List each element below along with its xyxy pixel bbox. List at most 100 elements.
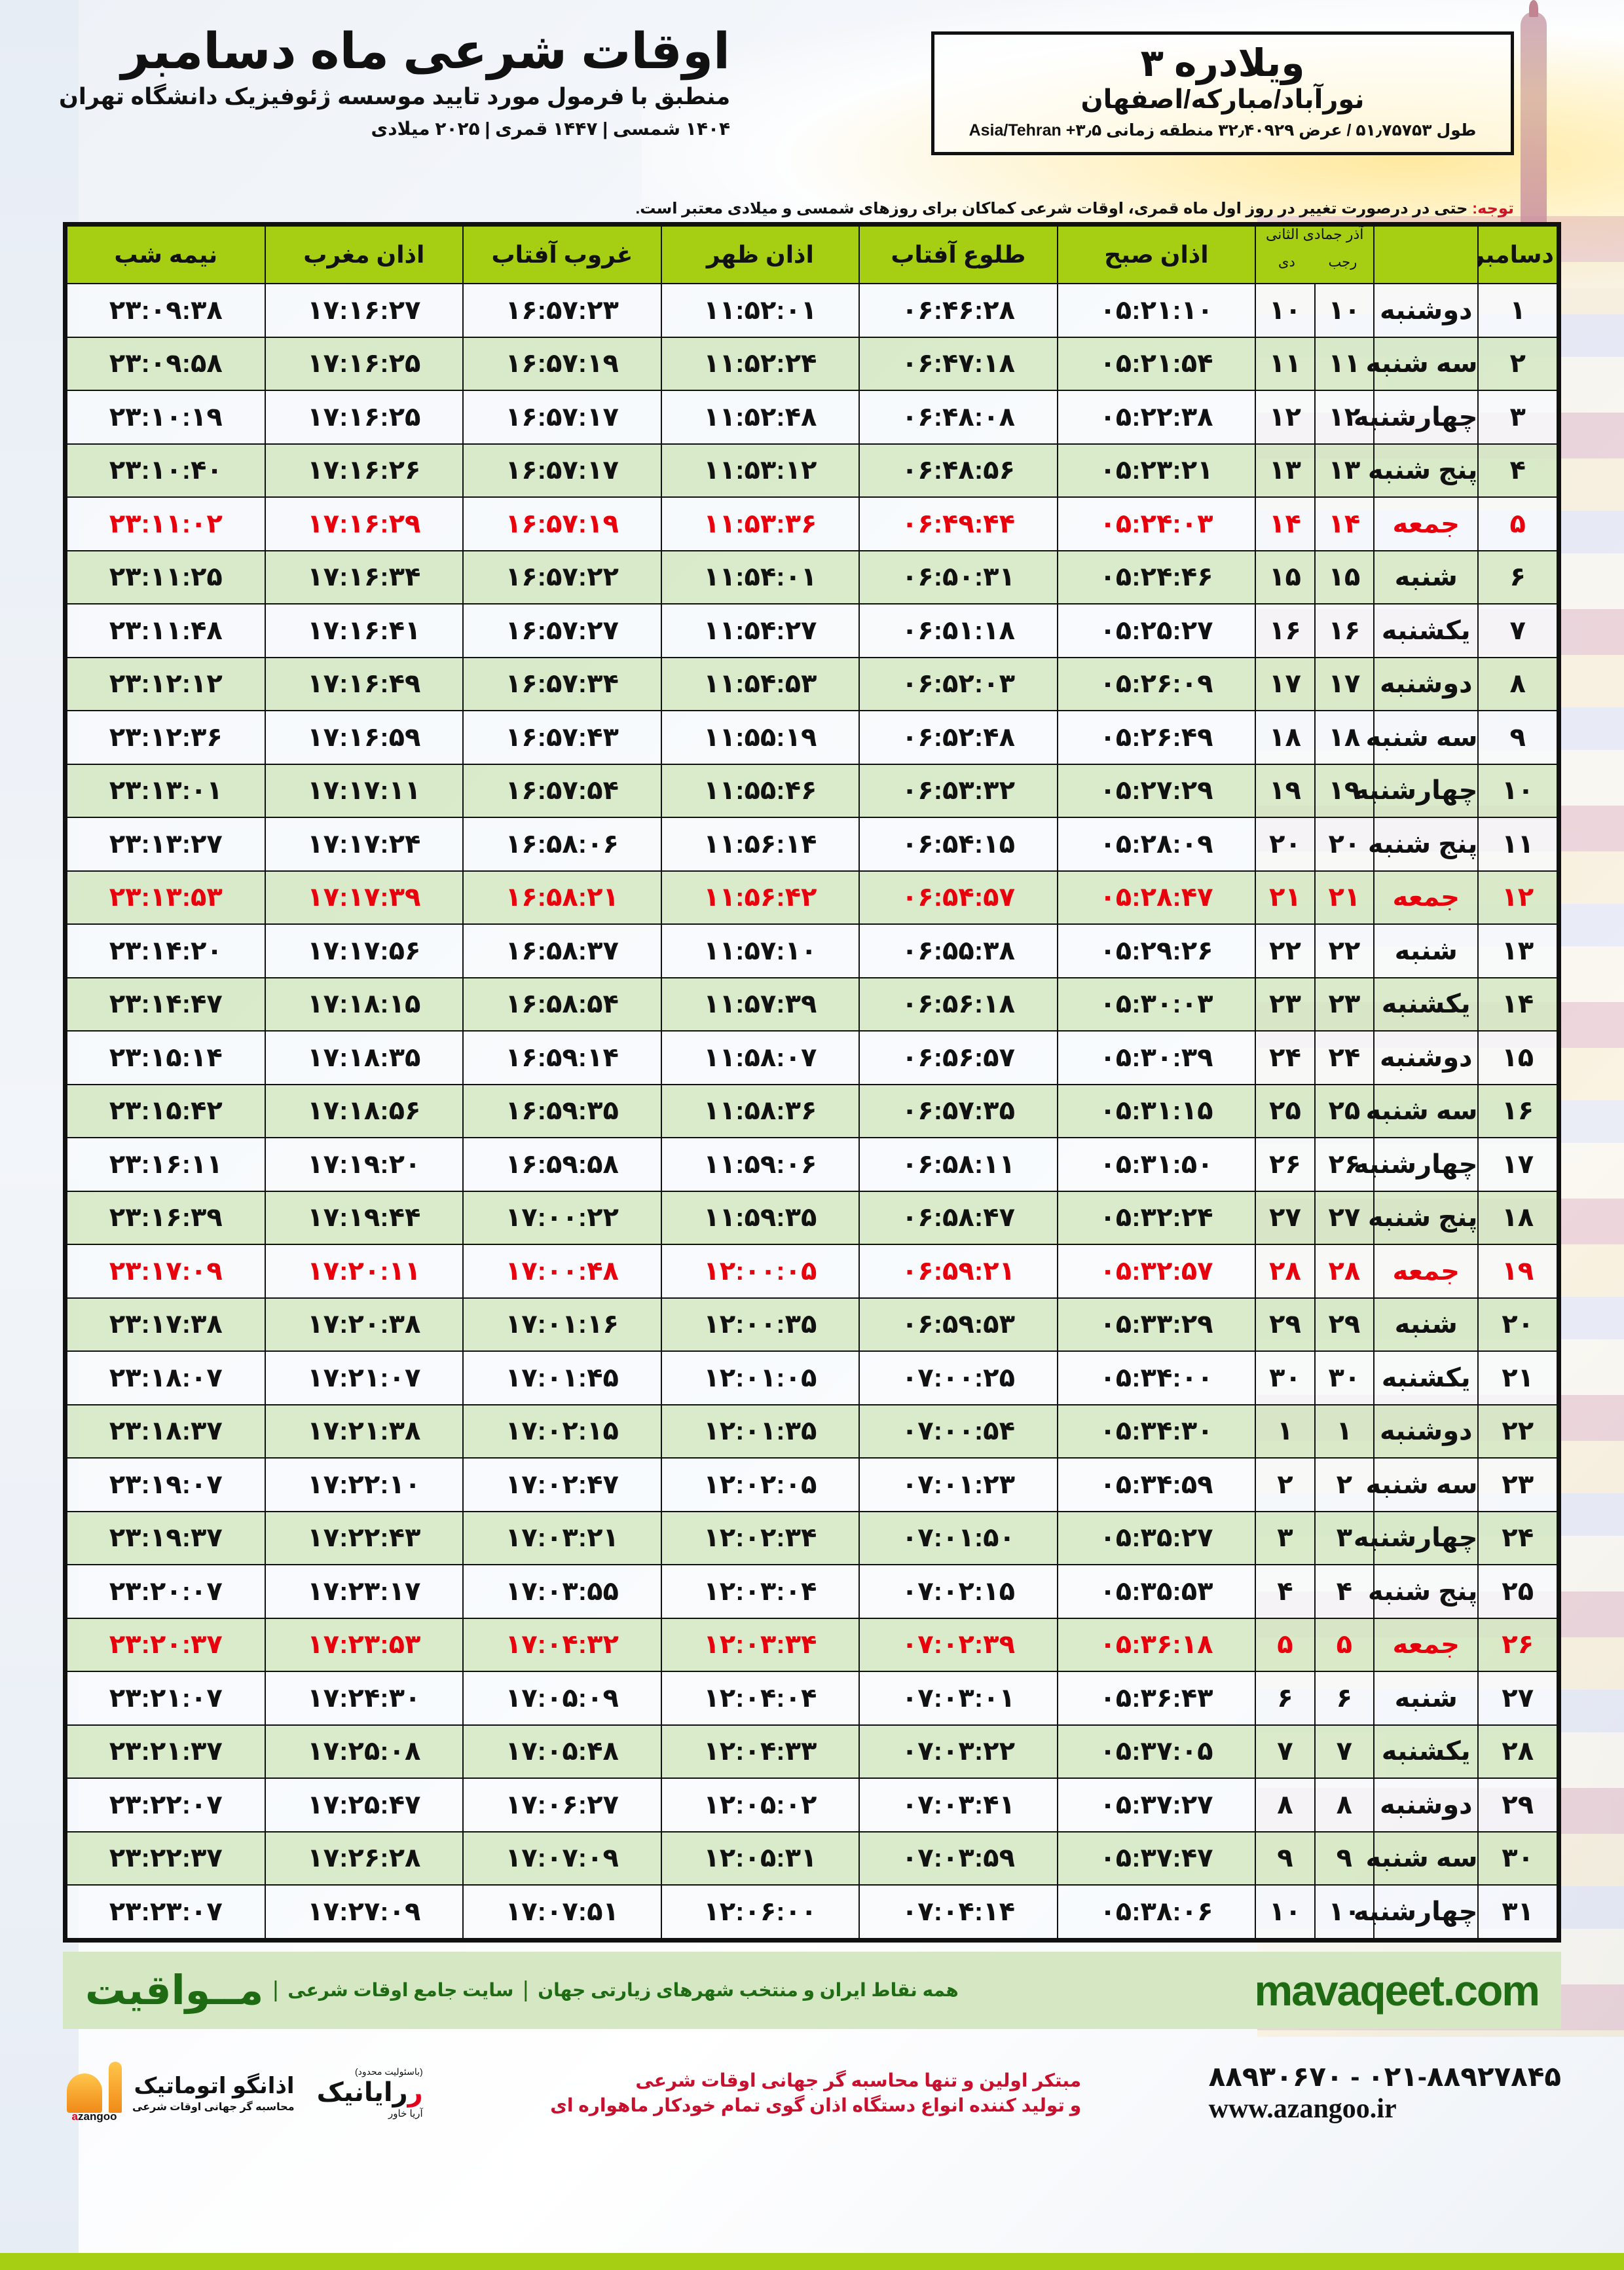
table-row: ۱۶ سه شنبه ۲۵ ۲۵ ۰۵:۳۱:۱۵ ۰۶:۵۷:۳۵ ۱۱:۵۸:۳۶ ۱۶:… [66,1083,1558,1138]
cell-hijri-qamari: ۲۵ [1255,1083,1316,1138]
cell-maghrib: ۱۷:۱۶:۲۶ [264,443,464,498]
cell-sunrise: ۰۶:۵۵:۳۸ [858,923,1058,978]
rayanic-sub: آریا خاور [388,2108,423,2119]
azangoo-mosque-icon: azangoo [63,2061,126,2123]
cell-hijri-shamsi: ۵ [1314,1617,1375,1672]
cell-maghrib: ۱۷:۲۰:۱۱ [264,1244,464,1299]
cell-fajr: ۰۵:۲۱:۵۴ [1056,336,1257,391]
cell-weekday: شنبه [1373,923,1479,978]
promo-separator-1: | [272,1977,279,2002]
hijri-head-split: رجب دی [1259,242,1371,283]
cell-weekday: چهارشنبه [1354,390,1479,445]
cell-hijri-shamsi: ۱۰ [1314,283,1375,338]
cell-dhuhr: ۱۱:۵۲:۲۴ [660,336,860,391]
cell-maghrib: ۱۷:۱۶:۳۴ [264,549,464,605]
cell-weekday: دوشنبه [1373,1777,1479,1833]
cell-fajr: ۰۵:۲۲:۳۸ [1056,390,1257,445]
cell-midnight: ۲۳:۱۰:۴۰ [66,443,266,498]
cell-dhuhr: ۱۱:۵۵:۱۹ [660,710,860,765]
promo-right-group: همه نقاط ایران و منتخب شهرهای زیارتی جها… [85,1966,959,2014]
cell-dhuhr: ۱۲:۰۱:۳۵ [660,1404,860,1459]
cell-weekday: یکشنبه [1373,1350,1479,1405]
cell-hijri-shamsi: ۱ [1314,1404,1375,1459]
cell-sunset: ۱۶:۵۷:۱۷ [462,390,662,445]
cell-dhuhr: ۱۱:۵۷:۳۹ [660,977,860,1032]
cell-sunset: ۱۷:۰۵:۴۸ [462,1724,662,1779]
rayanic-logo: (باسئولیت محدود) ررایانیک آریا خاور [317,2066,423,2119]
azangoo-subtitle: محاسبه گر جهانی اوقات شرعی [132,2101,295,2113]
footer-website[interactable]: www.azangoo.ir [1208,2093,1397,2124]
cell-maghrib: ۱۷:۲۳:۵۳ [264,1617,464,1672]
cell-sunrise: ۰۶:۵۲:۴۸ [858,710,1058,765]
cell-weekday: دوشنبه [1373,656,1479,711]
cell-sunrise: ۰۷:۰۲:۱۵ [858,1564,1058,1619]
cell-midnight: ۲۳:۲۰:۰۷ [66,1564,266,1619]
cell-hijri-shamsi: ۲۱ [1314,870,1375,925]
cell-weekday: شنبه [1373,1671,1479,1726]
promo-domain[interactable]: mavaqeet.com [1254,1965,1540,2015]
cell-gregorian-day: ۲۳ [1477,1457,1558,1512]
cell-dhuhr: ۱۱:۵۹:۳۵ [660,1190,860,1245]
cell-dhuhr: ۱۱:۵۷:۱۰ [660,923,860,978]
cell-sunrise: ۰۶:۵۳:۳۲ [858,763,1058,818]
cell-sunset: ۱۶:۵۷:۱۷ [462,443,662,498]
cell-dhuhr: ۱۱:۵۸:۳۶ [660,1083,860,1138]
table-header-row: دسامبر آذر جمادی الثانی رجب دی [66,225,1558,284]
cell-midnight: ۲۳:۲۳:۰۷ [66,1884,266,1939]
cell-fajr: ۰۵:۲۹:۲۶ [1056,923,1257,978]
th-fajr: اذان صبح [1056,225,1257,284]
cell-sunset: ۱۶:۵۸:۲۱ [462,870,662,925]
cell-sunrise: ۰۶:۴۷:۱۸ [858,336,1058,391]
cell-midnight: ۲۳:۰۹:۵۸ [66,336,266,391]
calendar-year-line: ۱۴۰۴ شمسی | ۱۴۴۷ قمری | ۲۰۲۵ میلادی [371,118,731,139]
cell-weekday: دوشنبه [1373,1030,1479,1085]
cell-sunrise: ۰۶:۵۷:۳۵ [858,1083,1058,1138]
cell-gregorian-day: ۱۵ [1477,1030,1558,1085]
cell-sunset: ۱۷:۰۰:۲۲ [462,1190,662,1245]
cell-sunset: ۱۷:۰۶:۲۷ [462,1777,662,1833]
cell-gregorian-day: ۲۵ [1477,1564,1558,1619]
cell-maghrib: ۱۷:۱۸:۳۵ [264,1030,464,1085]
title-block: اوقات شرعی ماه دسامبر منطبق با فرمول مور… [59,17,731,140]
cell-hijri-shamsi: ۲۸ [1314,1244,1375,1299]
cell-gregorian-day: ۳ [1477,390,1558,445]
table-row: ۱۴ یکشنبه ۲۳ ۲۳ ۰۵:۳۰:۰۳ ۰۶:۵۶:۱۸ ۱۱:۵۷:۳۹ ۱۶:۵… [66,977,1558,1032]
azangoo-logo: اذانگو اتوماتیک محاسبه گر جهانی اوقات شر… [63,2061,295,2123]
cell-fajr: ۰۵:۳۱:۵۰ [1056,1137,1257,1192]
cell-sunset: ۱۶:۵۷:۲۲ [462,549,662,605]
cell-sunrise: ۰۷:۰۳:۴۱ [858,1777,1058,1833]
table-row: ۲۷ شنبه ۶ ۶ ۰۵:۳۶:۴۳ ۰۷:۰۳:۰۱ ۱۲:۰۴:۰۴ ۱۷:۰۵:۰۹… [66,1671,1558,1726]
cell-gregorian-day: ۷ [1477,603,1558,658]
location-name: ویلادره ۳ [1140,42,1305,84]
table-row: ۲ سه شنبه ۱۱ ۱۱ ۰۵:۲۱:۵۴ ۰۶:۴۷:۱۸ ۱۱:۵۲:۲۴ ۱۶:۵… [66,336,1558,391]
cell-hijri-qamari: ۲۱ [1255,870,1316,925]
promo-tagline: سایت جامع اوقات شرعی [287,1980,514,2000]
location-box: ویلادره ۳ نورآباد/مبارکه/اصفهان طول ۵۱٫۷… [931,31,1514,155]
cell-sunrise: ۰۷:۰۴:۱۴ [858,1884,1058,1939]
cell-dhuhr: ۱۲:۰۲:۰۵ [660,1457,860,1512]
cell-midnight: ۲۳:۱۵:۴۲ [66,1083,266,1138]
cell-hijri-qamari: ۵ [1255,1617,1316,1672]
cell-maghrib: ۱۷:۲۷:۰۹ [264,1884,464,1939]
cell-maghrib: ۱۷:۲۲:۴۳ [264,1510,464,1565]
cell-gregorian-day: ۱۸ [1477,1190,1558,1245]
cell-midnight: ۲۳:۱۸:۳۷ [66,1404,266,1459]
footer-slogan: مبتکر اولین و تنها محاسبه گر جهانی اوقات… [550,2068,1081,2118]
th-maghrib: اذان مغرب [264,225,464,284]
cell-hijri-shamsi: ۲۹ [1314,1297,1375,1352]
cell-dhuhr: ۱۲:۰۲:۳۴ [660,1510,860,1565]
cell-gregorian-day: ۱۴ [1477,977,1558,1032]
cell-gregorian-day: ۲۴ [1477,1510,1558,1565]
cell-fajr: ۰۵:۲۷:۲۹ [1056,763,1257,818]
cell-weekday: جمعه [1373,496,1479,551]
cell-sunset: ۱۶:۵۸:۵۴ [462,977,662,1032]
cell-hijri-shamsi: ۱۹ [1314,763,1375,818]
cell-hijri-shamsi: ۲۵ [1314,1083,1375,1138]
table-row: ۱۹ جمعه ۲۸ ۲۸ ۰۵:۳۲:۵۷ ۰۶:۵۹:۲۱ ۱۲:۰۰:۰۵ ۱۷:۰۰:… [66,1244,1558,1299]
cell-hijri-qamari: ۲۷ [1255,1190,1316,1245]
cell-midnight: ۲۳:۱۹:۳۷ [66,1510,266,1565]
table-row: ۸ دوشنبه ۱۷ ۱۷ ۰۵:۲۶:۰۹ ۰۶:۵۲:۰۳ ۱۱:۵۴:۵۳ ۱۶:۵۷… [66,656,1558,711]
cell-sunset: ۱۶:۵۷:۲۷ [462,603,662,658]
cell-fajr: ۰۵:۲۸:۰۹ [1056,817,1257,872]
cell-fajr: ۰۵:۲۱:۱۰ [1056,283,1257,338]
